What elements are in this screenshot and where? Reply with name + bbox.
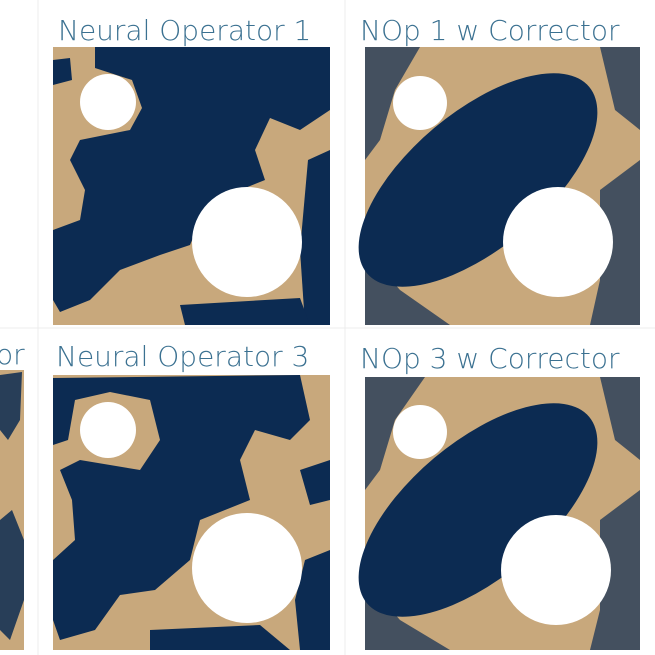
panel-title: Neural Operator 3 bbox=[56, 340, 309, 373]
panel-image bbox=[358, 377, 640, 650]
panel-title: NOp 1 w Corrector bbox=[360, 14, 620, 47]
panel-title: NOp 3 w Corrector bbox=[360, 342, 620, 375]
cropped-panel bbox=[0, 370, 24, 650]
panel-image bbox=[53, 375, 330, 650]
panel-image bbox=[53, 47, 330, 325]
panel-image bbox=[358, 47, 640, 325]
panel-title: Neural Operator 1 bbox=[58, 14, 311, 47]
cropped-title: or bbox=[0, 338, 25, 371]
